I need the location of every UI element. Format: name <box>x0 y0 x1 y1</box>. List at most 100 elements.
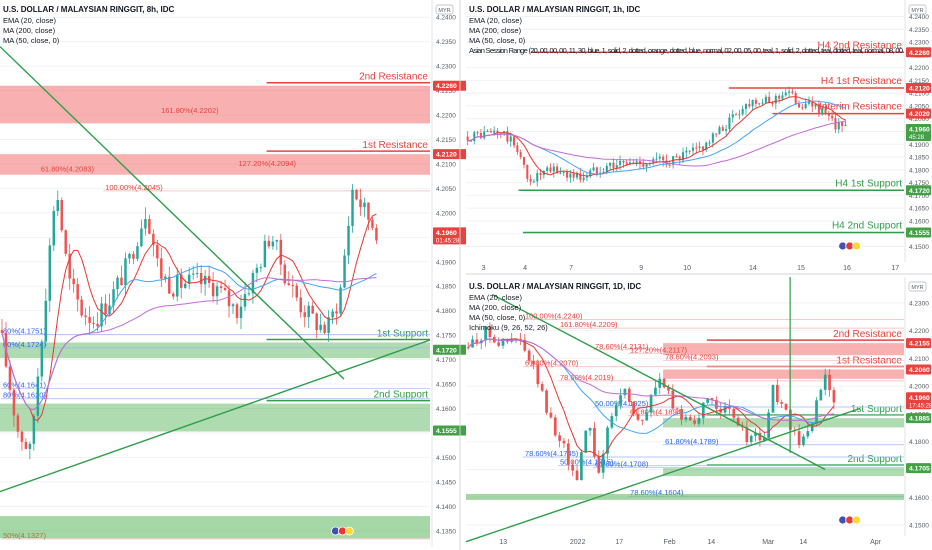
candle <box>64 230 67 254</box>
candle <box>40 341 44 377</box>
candle <box>231 304 235 307</box>
y-tick-label: 4.2200 <box>909 65 929 72</box>
candle <box>745 427 749 443</box>
candle <box>680 408 683 420</box>
candle <box>632 401 635 414</box>
candle <box>497 342 501 346</box>
candle <box>791 91 794 94</box>
fib-label: 60%(4.1641) <box>3 380 46 389</box>
zone-label: 2nd Support <box>374 390 429 401</box>
candle <box>323 324 326 333</box>
candle <box>195 272 199 274</box>
zone-resistance <box>0 85 430 124</box>
candle <box>569 173 572 178</box>
panel-bottom-right: 2nd Resistance 1st Resistance 1st Support 2… <box>465 277 932 550</box>
candle <box>718 127 721 134</box>
candle <box>797 431 801 446</box>
candle <box>532 360 535 365</box>
flags-icon[interactable] <box>330 526 354 536</box>
candle <box>768 96 771 104</box>
indicator-label: Ichimoku (9, 26, 52, 26) <box>469 323 548 332</box>
y-tick-label: 4.1900 <box>436 259 456 266</box>
candle <box>211 283 215 297</box>
x-tick-label: 4 <box>523 265 527 272</box>
candle <box>781 95 784 99</box>
y-tick-label: 4.1600 <box>909 218 929 225</box>
price-tag-label: 4.2260 <box>909 50 930 57</box>
price-tag <box>906 108 931 119</box>
candle <box>255 267 259 273</box>
candle <box>375 227 378 241</box>
flags-icon[interactable] <box>838 515 862 525</box>
currency-label: MYR <box>438 8 450 14</box>
panel-background <box>0 0 476 550</box>
y-tick-label: 4.1500 <box>909 523 929 530</box>
candle <box>682 152 685 161</box>
candle <box>355 189 358 200</box>
candle <box>780 402 784 404</box>
candle <box>16 415 20 432</box>
y-tick-label: 4.1500 <box>909 244 929 251</box>
y-tick-label: 4.2100 <box>909 356 929 363</box>
fib-label: 50.00%(4.1715) <box>560 457 614 466</box>
price-tag <box>906 413 931 424</box>
candle <box>108 305 111 315</box>
fib-label: 78.60%(4.1604) <box>630 488 684 497</box>
fib-label: 80%(4.1620) <box>3 391 46 400</box>
ema-line <box>1 213 377 422</box>
fib-label: 61.80%(4.1789) <box>665 437 719 446</box>
candle <box>545 390 548 413</box>
fib-label: 127.20%(4.2094) <box>239 159 297 168</box>
flags-icon[interactable] <box>838 241 862 251</box>
price-tag-countdown: 01:45:28 <box>436 238 460 244</box>
candle <box>176 274 179 297</box>
candle <box>160 258 163 279</box>
trendline-up <box>0 339 431 493</box>
candle <box>655 158 658 160</box>
price-tag-label: 4.1885 <box>909 416 930 423</box>
currency-badge[interactable]: MYR <box>908 281 927 292</box>
candle <box>527 350 531 361</box>
candle <box>36 376 40 416</box>
indicator-label: MA (50, close, 0) <box>469 313 526 322</box>
price-tag <box>433 227 475 245</box>
candle <box>658 156 661 159</box>
x-tick-label: 2022 <box>570 539 586 546</box>
candle <box>287 283 291 285</box>
candle <box>183 283 187 288</box>
candle <box>488 326 492 338</box>
currency-badge[interactable]: MYR <box>435 4 454 15</box>
price-tag-label: 4.2020 <box>909 111 930 118</box>
candle <box>688 150 691 152</box>
candle <box>701 402 705 418</box>
trendline-up <box>465 407 861 543</box>
candle <box>523 339 527 351</box>
candle <box>104 303 107 315</box>
candle <box>479 132 482 139</box>
zone-support <box>663 468 904 477</box>
indicator-label: MA (200, close) <box>469 303 522 312</box>
candle <box>76 284 79 300</box>
candle <box>841 122 844 127</box>
candle <box>592 167 595 171</box>
candle <box>84 315 87 318</box>
x-tick-label: Apr <box>870 539 882 546</box>
candle <box>580 452 583 481</box>
candle <box>844 124 847 127</box>
candle <box>614 404 618 417</box>
currency-badge[interactable]: MYR <box>908 4 927 15</box>
price-tag-countdown: 45:28 <box>909 135 925 141</box>
candle <box>593 427 596 457</box>
candle <box>705 142 708 150</box>
candle <box>168 276 171 294</box>
candle <box>602 171 605 173</box>
candle <box>219 286 223 289</box>
candle <box>267 240 271 247</box>
candle <box>132 253 135 259</box>
ema-line <box>467 338 835 458</box>
candle <box>771 384 775 413</box>
candle <box>539 173 542 176</box>
fib-label: 00%(4.1724) <box>3 340 46 349</box>
candle <box>279 239 283 265</box>
